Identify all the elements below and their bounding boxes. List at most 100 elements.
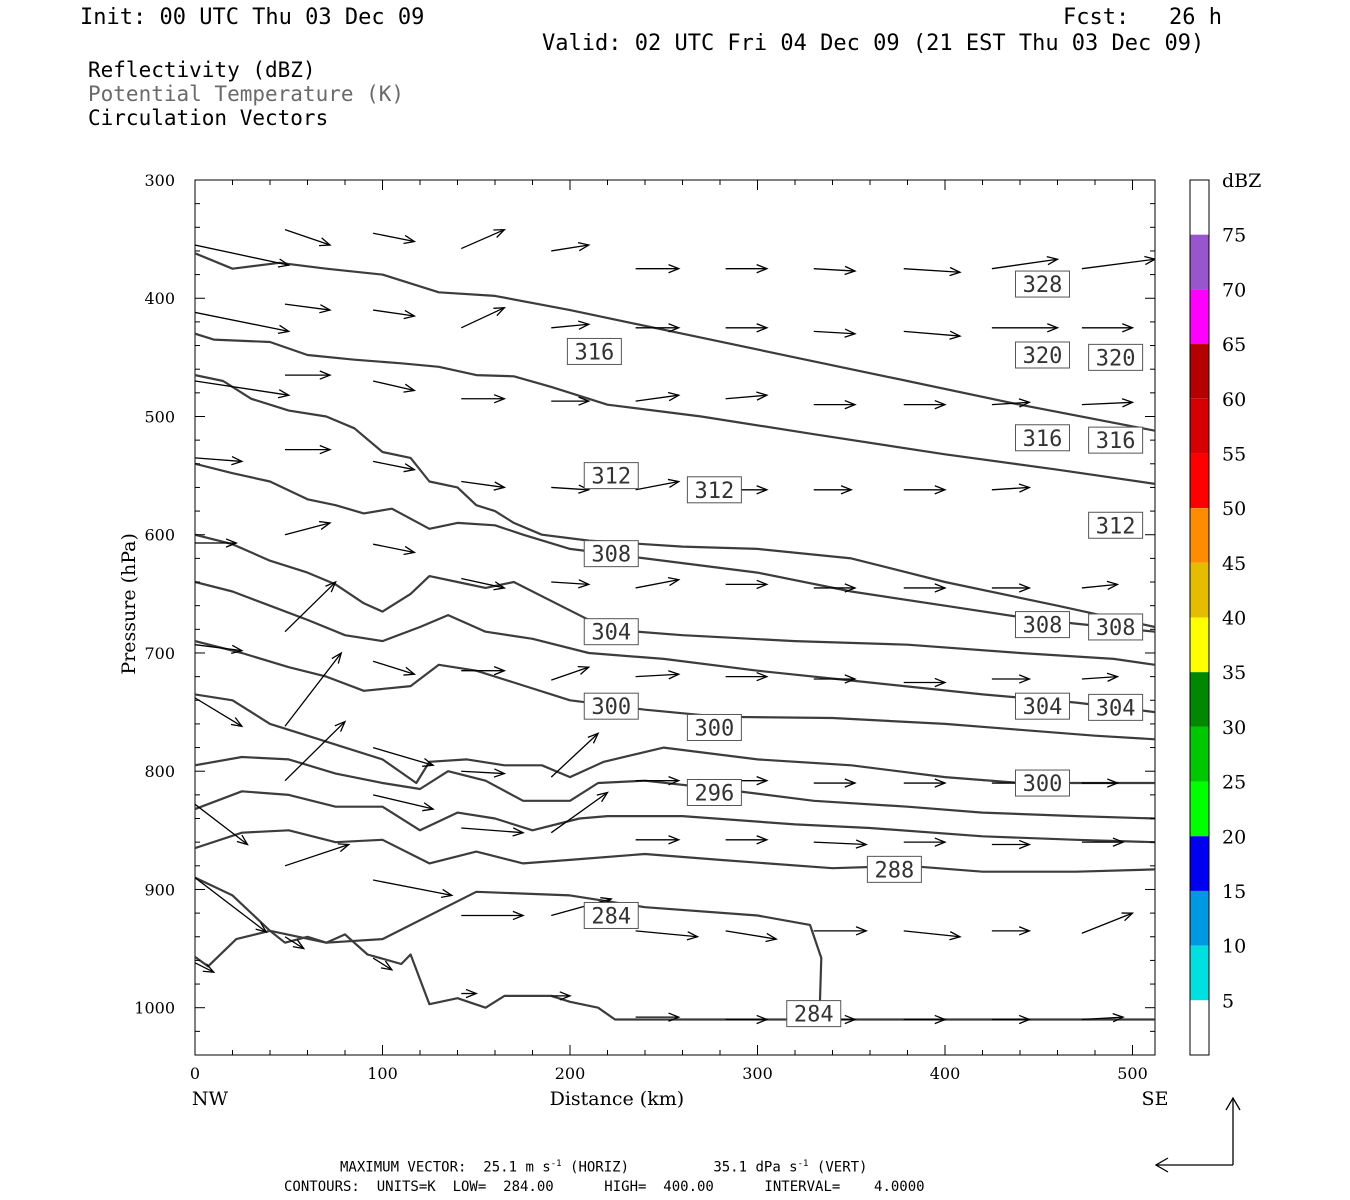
- theta-contour-304: [195, 640, 1155, 741]
- contour-label-box: [786, 1000, 842, 1028]
- nw-end-label: NW: [192, 1088, 229, 1110]
- contour-label: 304: [1096, 696, 1136, 721]
- circulation-vector: [991, 583, 1032, 593]
- contour-label: 288: [875, 858, 915, 883]
- circulation-vector: [635, 478, 681, 491]
- contour-label-box: [1088, 693, 1144, 721]
- circulation-vector: [813, 265, 857, 276]
- contour-label: 328: [1023, 273, 1063, 298]
- colorbar-label: 65: [1222, 334, 1246, 356]
- circulation-vector: [551, 991, 572, 1001]
- circulation-vector: [373, 879, 454, 899]
- max-vector-label: MAXIMUM VECTOR:: [340, 1159, 467, 1176]
- contour-label: 308: [591, 543, 631, 568]
- horiz-unit: (HORIZ): [570, 1159, 630, 1176]
- circulation-vector: [991, 483, 1032, 493]
- dbz-colorbar: dBZ 5 10 15 20 25 30 35 40 45 50 55 60 65 70 75: [1189, 170, 1261, 1056]
- circulation-vector: [461, 480, 507, 491]
- circulation-vector: [813, 583, 857, 593]
- circulation-vector: [635, 1012, 681, 1022]
- circulation-vector: [461, 988, 479, 999]
- theta-contour-308: [195, 580, 1155, 714]
- circulation-vector: [551, 241, 591, 252]
- colorbar-label: 75: [1222, 225, 1246, 247]
- y-tick-label: 600: [144, 526, 175, 545]
- circulation-vector: [460, 228, 506, 250]
- colorbar-swatch: [1190, 672, 1209, 727]
- circulation-vector: [635, 323, 681, 333]
- contour-label: 300: [695, 716, 735, 741]
- circulation-vector: [551, 579, 591, 589]
- circulation-vector: [991, 674, 1032, 684]
- circulation-vector: [991, 398, 1032, 408]
- circulation-vector: [461, 666, 507, 676]
- circulation-vector: [195, 455, 244, 466]
- circulation-vector: [813, 778, 857, 788]
- x-axis-label: Distance (km): [550, 1088, 685, 1110]
- circulation-vector: [813, 485, 854, 495]
- circulation-vector: [725, 391, 769, 401]
- contour-label-box: [866, 855, 922, 883]
- circulation-vector: [903, 330, 962, 340]
- contour-label: 312: [1096, 514, 1136, 539]
- contour-label: 312: [591, 465, 631, 490]
- circulation-vector: [991, 256, 1060, 270]
- contour-label-box: [1088, 613, 1144, 641]
- colorbar-label: 25: [1222, 772, 1246, 794]
- circulation-vector: [195, 803, 249, 846]
- colorbar-title: dBZ: [1222, 170, 1261, 192]
- axes: 0 100 200 300 400 500 300 400 500 600 700 800 900 100…: [118, 171, 1168, 1110]
- circulation-vector: [461, 827, 525, 837]
- circulation-vector: [372, 380, 417, 393]
- circulation-vector: [461, 394, 507, 404]
- colorbar-swatch: [1190, 890, 1209, 946]
- contour-label: 316: [1023, 427, 1063, 452]
- forecast-hour: Fcst: 26 h: [1063, 5, 1222, 30]
- circulation-vector: [635, 670, 681, 680]
- circulation-vector: [284, 936, 306, 950]
- vert-unit: (VERT): [816, 1159, 868, 1176]
- colorbar-label: 40: [1222, 608, 1246, 630]
- colorbar-swatch: [1190, 234, 1209, 290]
- colorbar-swatch: [1190, 836, 1209, 891]
- theta-contour-284: [195, 929, 1155, 1021]
- circulation-vector: [461, 910, 525, 921]
- y-tick-label: 700: [144, 644, 175, 663]
- colorbar-label: 10: [1222, 936, 1246, 958]
- colorbar-label: 20: [1222, 826, 1246, 848]
- circulation-vector: [725, 323, 769, 333]
- contour-labels: 284 284 288 296 300 300 300 304 304 304 308 308 308 3…: [566, 270, 1144, 1028]
- circulation-vector: [372, 460, 417, 473]
- contour-label-box: [566, 337, 622, 365]
- theta-contours: [195, 252, 1155, 1021]
- circulation-vector: [991, 926, 1032, 936]
- theta-contour-324: [195, 332, 1155, 485]
- x-tick-label: 300: [742, 1064, 773, 1083]
- contour-label: 308: [1023, 614, 1063, 639]
- contour-label-box: [686, 779, 742, 806]
- colorbar-swatch: [1190, 453, 1209, 509]
- circulation-vector: [725, 579, 769, 590]
- circulation-vector: [372, 543, 417, 556]
- colorbar-label: 60: [1222, 389, 1246, 411]
- contour-label-box: [1088, 511, 1144, 539]
- contour-label: 320: [1023, 344, 1063, 369]
- circulation-vector: [1081, 398, 1135, 408]
- circulation-vector: [195, 380, 291, 399]
- circulation-vector: [195, 311, 291, 334]
- contour-label-box: [1015, 424, 1070, 452]
- circulation-vector: [635, 263, 681, 274]
- y-tick-label: 300: [144, 171, 175, 190]
- y-tick-label: 500: [144, 407, 175, 426]
- valid-time: Valid: 02 UTC Fri 04 Dec 09 (21 EST Thu …: [542, 31, 1205, 56]
- circulation-vector: [635, 835, 681, 845]
- circulation-vector: [903, 837, 947, 847]
- circulation-vector: [195, 962, 216, 974]
- contour-label-box: [1088, 426, 1144, 454]
- circulation-vector: [813, 399, 857, 410]
- circulation-vector: [1081, 837, 1125, 847]
- circulation-vector: [1081, 323, 1135, 333]
- colorbar-label: 30: [1222, 717, 1246, 739]
- contour-label-box: [1015, 769, 1070, 797]
